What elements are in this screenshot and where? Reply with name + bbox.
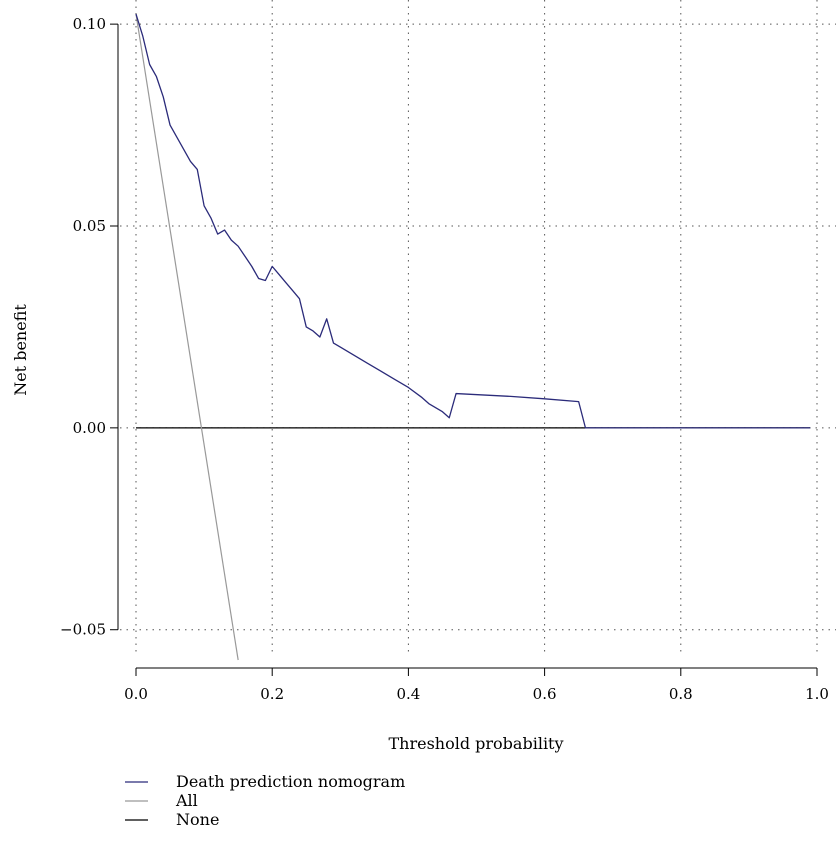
y-tick-label: 0.05	[73, 217, 106, 235]
y-tick-label: 0.00	[73, 419, 106, 437]
x-tick-label: 0.4	[396, 685, 420, 703]
grid-lines	[120, 0, 836, 656]
legend-label-death-prediction-nomogram: Death prediction nomogram	[176, 772, 405, 791]
y-tick-label: −0.05	[60, 621, 106, 639]
x-tick-label: 0.2	[260, 685, 284, 703]
series-line-all	[136, 14, 238, 660]
x-axis-title: Threshold probability	[388, 734, 563, 753]
series-line-death-prediction-nomogram	[136, 14, 810, 428]
x-tick-label: 0.0	[124, 685, 148, 703]
legend-label-none: None	[176, 810, 219, 829]
axes: −0.05 0.00 0.05 0.10 0.0 0.2 0.4 0.6 0.8 1.0	[60, 15, 829, 703]
x-tick-label: 0.6	[533, 685, 557, 703]
x-tick-label: 1.0	[805, 685, 829, 703]
x-tick-label: 0.8	[669, 685, 693, 703]
y-tick-label: 0.10	[73, 15, 106, 33]
legend-label-all: All	[175, 791, 198, 810]
series-lines	[136, 14, 810, 660]
y-axis-title: Net benefit	[11, 304, 30, 396]
